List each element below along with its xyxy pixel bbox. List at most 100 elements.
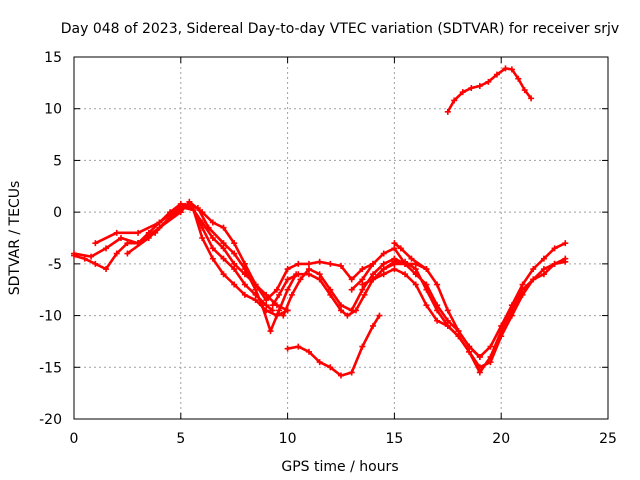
x-axis-label: GPS time / hours <box>281 459 398 475</box>
data-point <box>269 302 276 309</box>
data-point <box>273 286 280 293</box>
data-point <box>485 78 492 85</box>
data-point <box>231 266 238 273</box>
data-point <box>359 286 366 293</box>
data-point <box>412 266 419 273</box>
data-point <box>359 281 366 288</box>
data-point <box>466 348 473 355</box>
data-point <box>508 66 515 73</box>
data-point <box>540 271 547 278</box>
y-tick-label: -10 <box>39 309 62 325</box>
data-point <box>295 271 302 278</box>
chart-title: Day 048 of 2023, Sidereal Day-to-day VTE… <box>61 21 619 37</box>
data-point <box>231 250 238 257</box>
data-point <box>209 219 216 226</box>
data-point <box>519 281 526 288</box>
data-point <box>263 297 270 304</box>
data-point <box>359 276 366 283</box>
data-point <box>338 262 344 269</box>
data-point <box>459 89 466 96</box>
data-point <box>231 240 238 247</box>
data-point <box>305 266 312 273</box>
data-point <box>338 307 344 314</box>
series-line-track-8 <box>286 314 381 377</box>
data-point <box>209 235 216 241</box>
y-tick-label: 10 <box>44 102 62 118</box>
data-point <box>540 266 547 273</box>
data-point <box>284 266 291 273</box>
data-point <box>376 312 383 319</box>
data-point <box>258 302 265 309</box>
plot-frame <box>73 56 609 420</box>
data-point <box>391 240 398 247</box>
data-point <box>316 271 323 278</box>
data-point <box>113 229 120 236</box>
data-point <box>487 353 494 360</box>
data-point <box>423 302 430 309</box>
data-point <box>209 245 216 252</box>
data-point <box>305 260 312 267</box>
data-point <box>288 291 295 298</box>
data-point <box>263 291 270 298</box>
data-point <box>361 291 368 298</box>
data-point <box>391 245 398 252</box>
data-point <box>177 209 184 216</box>
data-point <box>408 255 415 262</box>
data-point <box>402 271 409 278</box>
data-point <box>199 209 206 216</box>
y-tick-label: 15 <box>44 50 62 66</box>
data-point <box>370 260 377 267</box>
data-point <box>305 348 312 355</box>
data-point <box>551 260 558 267</box>
data-point <box>252 297 259 304</box>
data-point <box>423 266 430 273</box>
data-point <box>502 65 509 72</box>
data-point <box>276 307 283 314</box>
data-point <box>380 260 387 267</box>
data-point <box>434 307 441 314</box>
data-point <box>316 359 323 366</box>
data-point <box>199 219 206 226</box>
data-point <box>241 291 248 298</box>
data-point <box>241 281 248 288</box>
data-point <box>498 328 505 335</box>
data-point <box>199 235 206 241</box>
data-point <box>252 286 259 293</box>
data-point <box>103 266 110 273</box>
data-point <box>487 343 494 350</box>
x-tick-label: 0 <box>70 431 79 447</box>
data-point <box>297 276 304 283</box>
y-axis-label: SDTVAR / TECUs <box>7 181 23 296</box>
data-point <box>515 75 522 82</box>
data-point <box>220 245 227 252</box>
data-point <box>284 276 291 283</box>
data-point <box>135 229 142 236</box>
series-line-track-11 <box>371 260 567 374</box>
data-point <box>338 302 344 309</box>
data-point <box>156 224 163 231</box>
grid-lines <box>74 57 608 419</box>
data-point <box>88 253 95 260</box>
data-point <box>220 224 227 231</box>
data-point <box>348 307 355 314</box>
data-point <box>338 372 344 379</box>
data-point <box>220 240 227 247</box>
y-tick-label: 5 <box>53 153 62 169</box>
data-point <box>276 291 283 298</box>
data-point <box>220 271 227 278</box>
data-point <box>231 260 238 267</box>
x-tick-label: 5 <box>176 431 185 447</box>
data-point <box>113 250 120 257</box>
data-point <box>117 235 124 241</box>
data-point <box>327 286 334 293</box>
x-tick-label: 25 <box>599 431 617 447</box>
data-point <box>380 266 387 273</box>
data-point <box>295 260 302 267</box>
y-tick-label: -5 <box>48 257 62 273</box>
data-point <box>92 260 99 267</box>
data-point <box>444 307 451 314</box>
data-point <box>476 353 483 360</box>
x-tick-label: 15 <box>385 431 403 447</box>
data-point <box>380 271 387 278</box>
data-point <box>402 258 409 265</box>
